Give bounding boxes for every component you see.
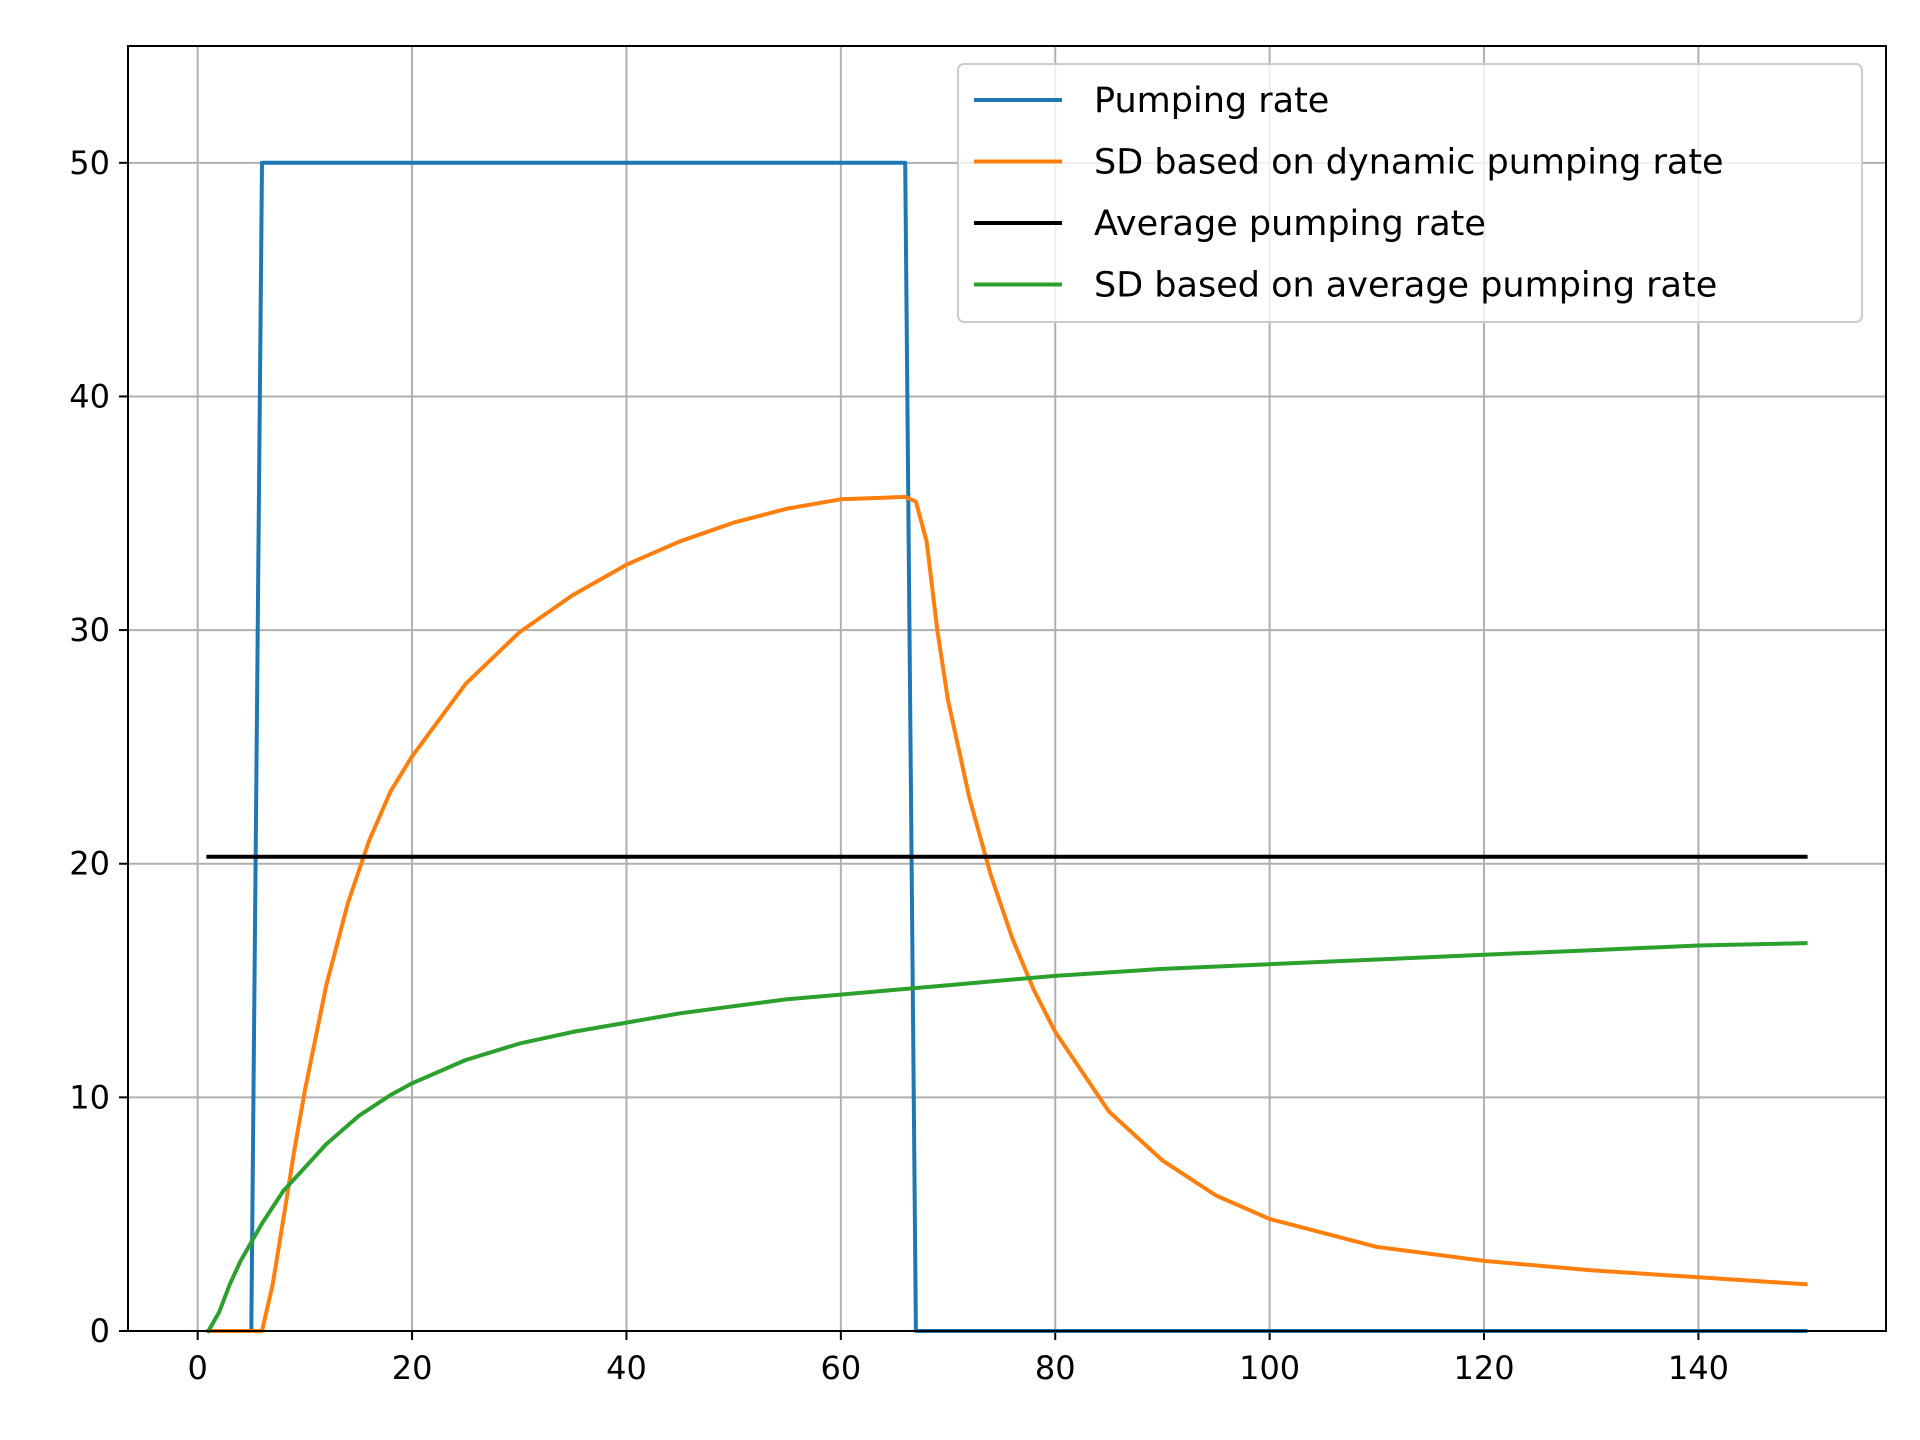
legend-label-0: Pumping rate (1094, 81, 1329, 121)
y-tick-label: 20 (69, 845, 110, 883)
legend-label-3: SD based on average pumping rate (1094, 266, 1717, 306)
legend-box (957, 63, 1863, 323)
x-tick-label: 20 (392, 1349, 433, 1387)
series-line-3 (205, 941, 1808, 1334)
y-tick-label: 30 (69, 611, 110, 649)
legend: Pumping rate SD based on dynamic pumping … (957, 63, 1863, 323)
x-tick-label: 0 (187, 1349, 207, 1387)
y-tick-label: 50 (69, 144, 110, 182)
series-line-1 (206, 494, 1808, 1333)
x-axis-ticks: 0 20 40 60 80 100 120 140 (187, 1331, 1729, 1387)
x-tick-label: 120 (1453, 1349, 1514, 1387)
y-tick-label: 10 (69, 1078, 110, 1116)
y-axis-ticks: 0 10 20 30 40 50 (69, 144, 128, 1350)
x-tick-label: 60 (820, 1349, 861, 1387)
x-tick-label: 40 (606, 1349, 647, 1387)
axes-frame (127, 45, 1887, 1332)
x-tick-label: 80 (1035, 1349, 1076, 1387)
x-tick-label: 140 (1668, 1349, 1729, 1387)
y-tick-label: 0 (90, 1312, 110, 1350)
legend-label-1: SD based on dynamic pumping rate (1094, 143, 1724, 183)
legend-label-2: Average pumping rate (1094, 204, 1486, 244)
x-tick-label: 100 (1239, 1349, 1300, 1387)
y-tick-label: 40 (69, 377, 110, 415)
